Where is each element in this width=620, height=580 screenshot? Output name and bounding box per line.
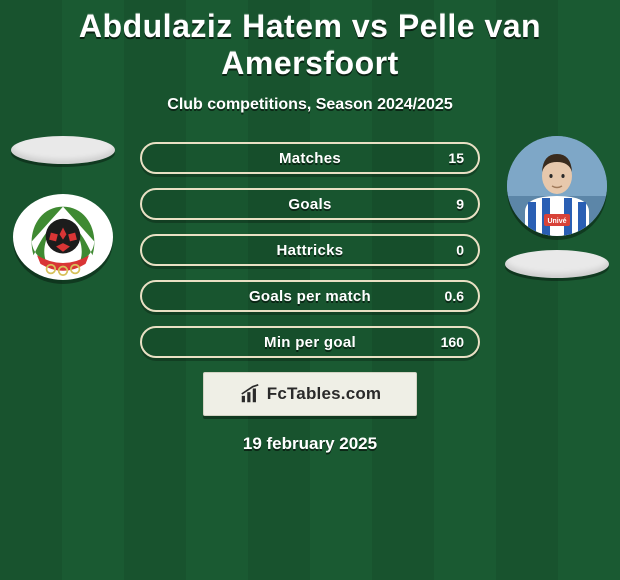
stat-row-goals-per-match: Goals per match 0.6 [140, 280, 480, 312]
left-club-badge [13, 194, 113, 280]
bar-chart-icon [239, 383, 261, 405]
brand-box[interactable]: FcTables.com [203, 372, 417, 416]
right-player-column: Univé [502, 136, 612, 278]
svg-text:Univé: Univé [547, 218, 566, 225]
stat-value: 0.6 [445, 288, 464, 304]
stat-row-goals: Goals 9 [140, 188, 480, 220]
club-crest-icon [19, 198, 107, 276]
stat-row-hattricks: Hattricks 0 [140, 234, 480, 266]
left-player-name-plate [11, 136, 115, 164]
subtitle: Club competitions, Season 2024/2025 [0, 96, 620, 114]
stat-label: Hattricks [277, 242, 344, 259]
player-portrait-icon: Univé [507, 136, 607, 236]
stat-row-min-per-goal: Min per goal 160 [140, 326, 480, 358]
datestamp: 19 february 2025 [0, 434, 620, 454]
stat-value: 160 [441, 334, 464, 350]
stat-label: Goals per match [249, 288, 371, 305]
stat-value: 15 [448, 150, 464, 166]
stat-value: 9 [456, 196, 464, 212]
right-player-name-plate [505, 250, 609, 278]
right-player-photo: Univé [507, 136, 607, 236]
page-title: Abdulaziz Hatem vs Pelle van Amersfoort [0, 0, 620, 82]
comparison-arena: Univé Matches 15 Goals 9 Hattricks 0 Goa… [0, 136, 620, 358]
stat-row-matches: Matches 15 [140, 142, 480, 174]
left-player-column [8, 136, 118, 280]
stat-value: 0 [456, 242, 464, 258]
brand-text: FcTables.com [267, 384, 382, 404]
stat-label: Min per goal [264, 334, 356, 351]
stat-bars: Matches 15 Goals 9 Hattricks 0 Goals per… [140, 136, 480, 358]
stat-label: Goals [288, 196, 331, 213]
stat-label: Matches [279, 150, 341, 167]
